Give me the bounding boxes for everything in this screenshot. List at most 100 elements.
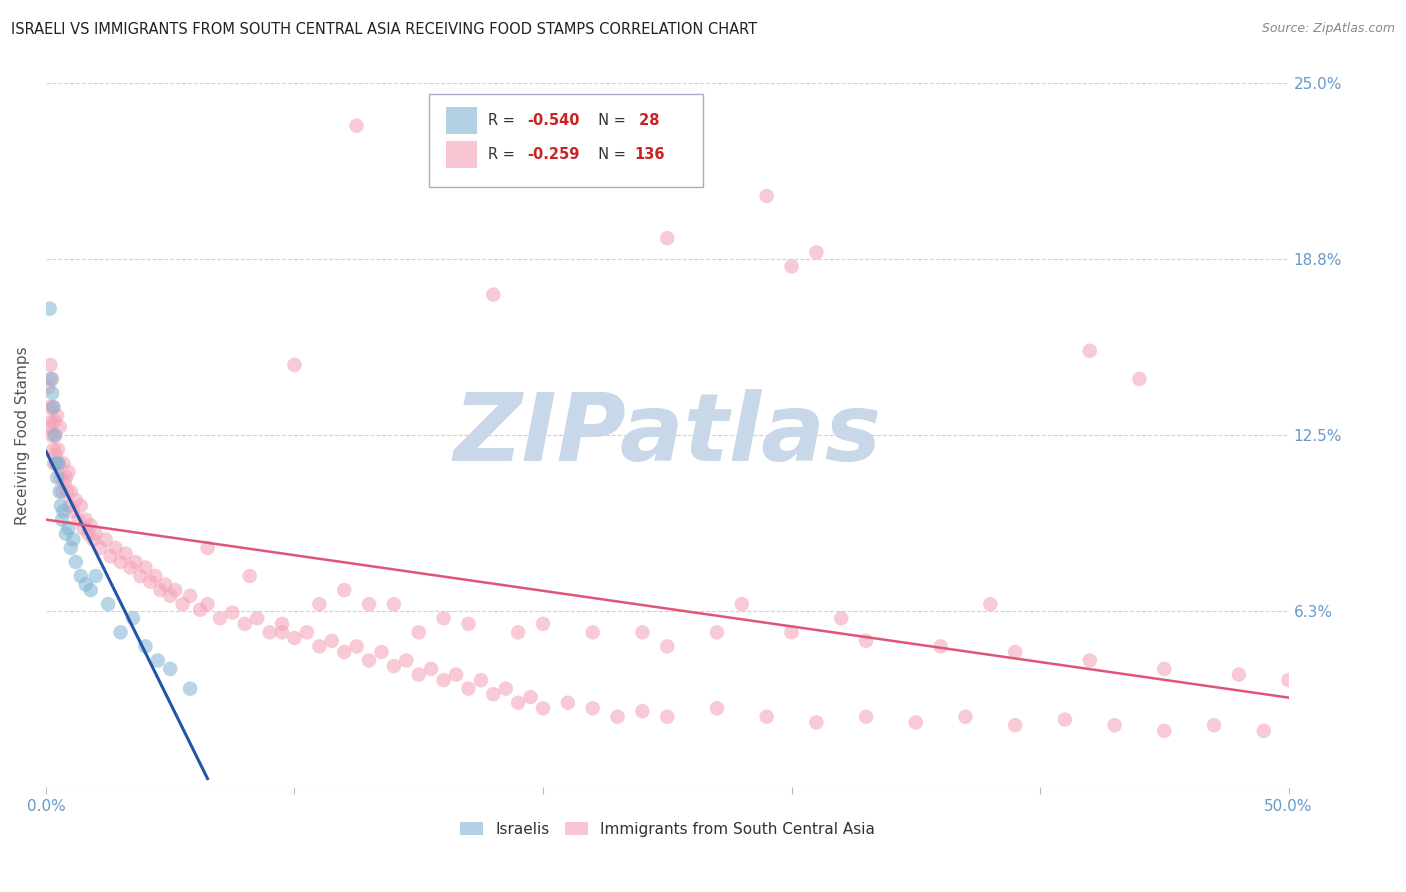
Point xyxy=(233,616,256,631)
Point xyxy=(855,633,877,648)
Point xyxy=(49,499,72,513)
Point xyxy=(45,457,67,471)
Point xyxy=(519,690,541,704)
Point xyxy=(1253,723,1275,738)
Point xyxy=(1053,713,1076,727)
Point xyxy=(129,569,152,583)
Point xyxy=(357,653,380,667)
Text: -0.540: -0.540 xyxy=(527,113,579,128)
Point xyxy=(58,499,80,513)
Point xyxy=(124,555,146,569)
Point xyxy=(1004,718,1026,732)
Point xyxy=(48,457,70,471)
Point xyxy=(90,541,112,555)
Point xyxy=(1128,372,1150,386)
Point xyxy=(52,504,75,518)
Point xyxy=(48,420,70,434)
Point xyxy=(94,533,117,547)
Point xyxy=(77,526,100,541)
Point xyxy=(159,589,181,603)
Point xyxy=(271,616,294,631)
Point xyxy=(370,645,392,659)
Point xyxy=(470,673,492,688)
Text: ISRAELI VS IMMIGRANTS FROM SOUTH CENTRAL ASIA RECEIVING FOOD STAMPS CORRELATION : ISRAELI VS IMMIGRANTS FROM SOUTH CENTRAL… xyxy=(11,22,758,37)
Point xyxy=(333,645,356,659)
Point xyxy=(100,549,122,564)
Point xyxy=(755,710,778,724)
Point xyxy=(44,414,66,428)
Legend: Israelis, Immigrants from South Central Asia: Israelis, Immigrants from South Central … xyxy=(454,815,880,843)
Point xyxy=(1153,723,1175,738)
Point xyxy=(44,428,66,442)
Point xyxy=(346,640,368,654)
Point xyxy=(495,681,517,696)
Point xyxy=(58,465,80,479)
Point xyxy=(59,541,82,555)
Point xyxy=(84,569,107,583)
Point xyxy=(41,428,63,442)
Point xyxy=(55,470,77,484)
Point xyxy=(51,484,73,499)
Text: 136: 136 xyxy=(634,147,665,161)
Point xyxy=(46,442,69,457)
Point xyxy=(357,597,380,611)
Point xyxy=(657,710,679,724)
Y-axis label: Receiving Food Stamps: Receiving Food Stamps xyxy=(15,346,30,524)
Point xyxy=(52,457,75,471)
Point xyxy=(433,673,456,688)
Point xyxy=(346,119,368,133)
Point xyxy=(1202,718,1225,732)
Point xyxy=(53,476,76,491)
Point xyxy=(39,372,62,386)
Point xyxy=(333,583,356,598)
Point xyxy=(395,653,418,667)
Point xyxy=(179,681,201,696)
Point xyxy=(444,667,467,681)
Point xyxy=(904,715,927,730)
Point xyxy=(62,504,84,518)
Point xyxy=(80,518,103,533)
Point xyxy=(755,189,778,203)
Point xyxy=(46,409,69,423)
Point xyxy=(56,484,79,499)
Point xyxy=(780,260,803,274)
Point xyxy=(482,687,505,701)
Point xyxy=(531,701,554,715)
Point xyxy=(295,625,318,640)
Point xyxy=(55,526,77,541)
Point xyxy=(41,386,63,401)
Point xyxy=(582,701,605,715)
Point xyxy=(134,640,156,654)
Point xyxy=(134,560,156,574)
Point xyxy=(830,611,852,625)
Point xyxy=(855,710,877,724)
Point xyxy=(457,681,479,696)
Point xyxy=(48,484,70,499)
Point xyxy=(433,611,456,625)
Point xyxy=(62,533,84,547)
Point xyxy=(46,470,69,484)
Point xyxy=(706,701,728,715)
Point xyxy=(606,710,628,724)
Point xyxy=(208,611,231,625)
Text: R =: R = xyxy=(488,147,519,161)
Point xyxy=(246,611,269,625)
Point xyxy=(44,428,66,442)
Point xyxy=(37,380,59,394)
Point xyxy=(69,569,91,583)
Point xyxy=(97,597,120,611)
Point xyxy=(72,521,94,535)
Point xyxy=(1227,667,1250,681)
Point xyxy=(42,457,65,471)
Point xyxy=(408,625,430,640)
Text: N =: N = xyxy=(589,113,631,128)
Point xyxy=(457,616,479,631)
Point xyxy=(104,541,127,555)
Point xyxy=(110,555,132,569)
Point xyxy=(508,696,530,710)
Point xyxy=(75,513,97,527)
Point xyxy=(65,555,87,569)
Point xyxy=(706,625,728,640)
Point xyxy=(48,457,70,471)
Point xyxy=(146,653,169,667)
